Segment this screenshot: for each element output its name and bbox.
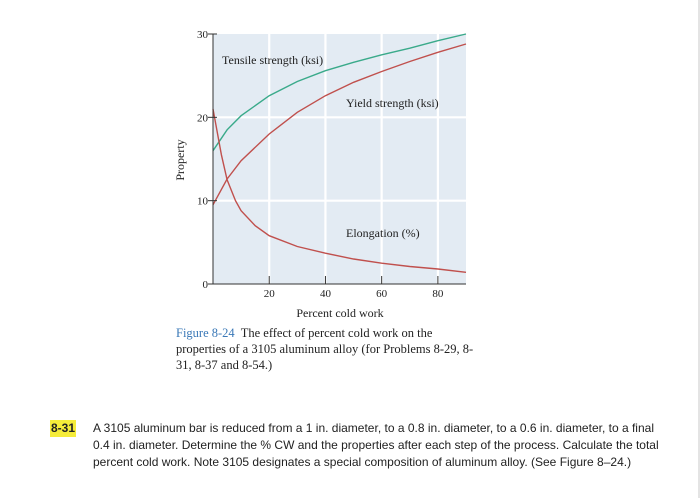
x-tick-label-80: 80	[432, 288, 444, 300]
figure-number: Figure 8-24	[176, 326, 235, 340]
tick-labels: 0 10 20 30 20 40 60 80	[197, 29, 444, 300]
problem-number: 8-31	[50, 420, 77, 437]
x-tick-label-40: 40	[320, 288, 332, 300]
problem-block: 8-31 A 3105 aluminum bar is reduced from…	[50, 420, 670, 471]
property-vs-cold-work-chart: 0 10 20 30 20 40 60 80 Tensile strength (ksi) Y…	[173, 29, 467, 320]
problem-text: A 3105 aluminum bar is reduced from a 1 …	[93, 421, 659, 469]
series-line-1	[212, 43, 467, 206]
annotation-elongation: Elongation (%)	[346, 226, 420, 240]
figure-caption-text: The effect of percent cold work on the p…	[176, 326, 474, 372]
axes	[208, 33, 466, 285]
x-axis-label: Percent cold work	[296, 306, 383, 320]
y-axis-label: Property	[173, 139, 187, 180]
y-tick-label-0: 0	[203, 279, 209, 291]
y-tick-label-30: 30	[197, 29, 209, 41]
annotation-tensile-strength: Tensile strength (ksi)	[222, 53, 323, 67]
x-tick-label-20: 20	[264, 288, 276, 300]
figure-caption: Figure 8-24 The effect of percent cold w…	[176, 325, 476, 373]
y-tick-label-20: 20	[197, 112, 209, 124]
annotation-yield-strength: Yield strength (ksi)	[346, 96, 439, 110]
plot-area	[213, 34, 466, 284]
series-lines	[212, 33, 467, 273]
series-line-2	[212, 108, 467, 273]
y-tick-label-10: 10	[197, 196, 209, 208]
grid	[213, 34, 466, 284]
series-line-0	[212, 33, 467, 152]
x-tick-label-60: 60	[376, 288, 388, 300]
